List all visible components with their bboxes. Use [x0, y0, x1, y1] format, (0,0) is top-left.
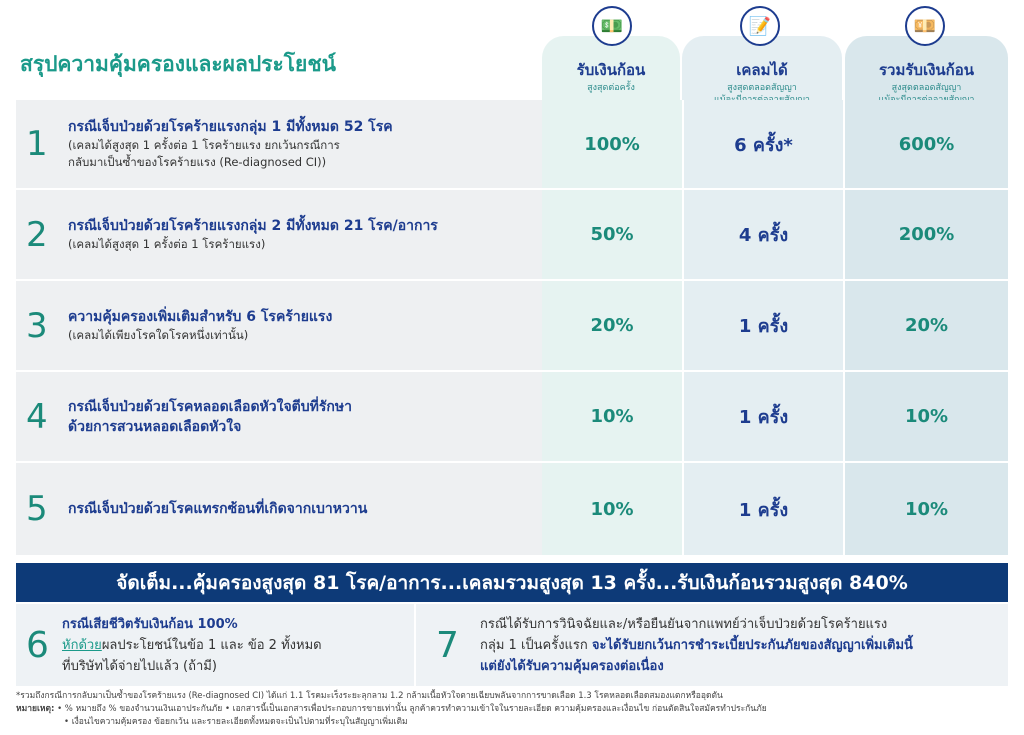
benefit-premium-waiver: 7 กรณีได้รับการวินิจฉัยและ/หรือยืนยันจาก…	[416, 604, 1008, 686]
row-number: 3	[26, 305, 48, 346]
column-subheading: สูงสุดตลอดสัญญา	[727, 83, 797, 93]
note: • เงื่อนไขความคุ้มครอง ข้อยกเว้น และรายล…	[64, 717, 408, 727]
item-text: ผลประโยชน์ในข้อ 1 และ ข้อ 2 ทั้งหมด	[101, 637, 322, 653]
money-hand-icon: 💵	[592, 6, 632, 46]
column-heading: เคลมได้	[736, 61, 788, 79]
lump-sum-value: 100%	[542, 100, 682, 188]
item-highlight: แต่ยังได้รับความคุ้มครองต่อเนื่อง	[480, 658, 664, 674]
claims-value: 1 ครั้ง	[682, 463, 845, 555]
column-header-claims: 📝 เคลมได้ สูงสุดตลอดสัญญา แม้จะมีการต่ออ…	[682, 6, 842, 105]
row-title: กรณีเจ็บป่วยด้วยโรคแทรกซ้อนที่เกิดจากเบา…	[68, 501, 368, 517]
column-heading: รวมรับเงินก้อน	[879, 61, 974, 79]
total-value: 10%	[845, 372, 1008, 461]
item-text: ที่บริษัทได้จ่ายไปแล้ว (ถ้ามี)	[62, 658, 217, 674]
footnotes: *รวมถึงกรณีการกลับมาเป็นซ้ำของโรคร้ายแรง…	[16, 690, 767, 729]
page-title: สรุปความคุ้มครองและผลประโยชน์	[20, 52, 336, 76]
row-number: 1	[26, 124, 48, 164]
total-value: 200%	[845, 190, 1008, 279]
claims-value: 1 ครั้ง	[682, 372, 845, 461]
total-value: 10%	[845, 463, 1008, 555]
row-subtitle: (เคลมได้สูงสุด 1 ครั้งต่อ 1 โรคร้ายแรง)	[68, 237, 266, 251]
row-subtitle: (เคลมได้เพียงโรคใดโรคหนึ่งเท่านั้น)	[68, 328, 249, 342]
row-subtitle: (เคลมได้สูงสุด 1 ครั้งต่อ 1 โรคร้ายแรง ย…	[68, 138, 340, 152]
row-subtitle: กลับมาเป็นซ้ำของโรคร้ายแรง (Re-diagnosed…	[68, 155, 327, 169]
benefit-death: 6 กรณีเสียชีวิตรับเงินก้อน 100% หักด้วยผ…	[16, 604, 416, 686]
table-row: 2 กรณีเจ็บป่วยด้วยโรคร้ายแรงกลุ่ม 2 มีทั…	[16, 190, 1008, 281]
lump-sum-value: 10%	[542, 372, 682, 461]
column-subheading: สูงสุดตลอดสัญญา	[891, 83, 962, 93]
notes-label: หมายเหตุ:	[16, 704, 55, 714]
money-stack-icon: 💴	[905, 6, 945, 46]
row-number: 2	[26, 214, 48, 255]
item-highlight: จะได้รับยกเว้นการชำระเบี้ยประกันภัยของสั…	[591, 637, 913, 653]
total-value: 20%	[845, 281, 1008, 370]
column-header-lump-sum: 💵 รับเงินก้อน สูงสุดต่อครั้ง	[542, 6, 680, 100]
document-pen-icon: 📝	[740, 6, 780, 46]
additional-benefits: 6 กรณีเสียชีวิตรับเงินก้อน 100% หักด้วยผ…	[16, 604, 1008, 686]
item-text: กลุ่ม 1 เป็นครั้งแรก	[480, 637, 592, 653]
row-number: 5	[26, 489, 48, 529]
row-title: กรณีเจ็บป่วยด้วยโรคหลอดเลือดหัวใจตีบที่ร…	[68, 398, 352, 415]
summary-banner: จัดเต็ม...คุ้มครองสูงสุด 81 โรค/อาการ...…	[16, 563, 1008, 602]
lump-sum-value: 10%	[542, 463, 682, 555]
lump-sum-value: 50%	[542, 190, 682, 279]
claims-value: 6 ครั้ง*	[682, 100, 845, 188]
row-title: กรณีเจ็บป่วยด้วยโรคร้ายแรงกลุ่ม 2 มีทั้ง…	[68, 218, 438, 234]
row-title: กรณีเจ็บป่วยด้วยโรคร้ายแรงกลุ่ม 1 มีทั้ง…	[68, 119, 393, 135]
row-title: ด้วยการสวนหลอดเลือดหัวใจ	[68, 418, 242, 435]
column-subheading: สูงสุดต่อครั้ง	[587, 83, 635, 93]
row-title: ความคุ้มครองเพิ่มเติมสำหรับ 6 โรคร้ายแรง	[68, 309, 333, 325]
item-title: กรณีเสียชีวิตรับเงินก้อน 100%	[62, 616, 238, 632]
item-number: 7	[436, 624, 459, 666]
table-row: 4 กรณีเจ็บป่วยด้วยโรคหลอดเลือดหัวใจตีบที…	[16, 372, 1008, 463]
claims-value: 4 ครั้ง	[682, 190, 845, 279]
column-heading: รับเงินก้อน	[576, 61, 646, 79]
row-number: 4	[26, 396, 48, 437]
footnote: *รวมถึงกรณีการกลับมาเป็นซ้ำของโรคร้ายแรง…	[16, 691, 723, 701]
table-row: 5 กรณีเจ็บป่วยด้วยโรคแทรกซ้อนที่เกิดจากเ…	[16, 463, 1008, 555]
item-number: 6	[26, 624, 49, 666]
table-row: 3 ความคุ้มครองเพิ่มเติมสำหรับ 6 โรคร้ายแ…	[16, 281, 1008, 372]
table-row: 1 กรณีเจ็บป่วยด้วยโรคร้ายแรงกลุ่ม 1 มีทั…	[16, 100, 1008, 190]
deduct-link[interactable]: หักด้วย	[62, 637, 102, 653]
claims-value: 1 ครั้ง	[682, 281, 845, 370]
lump-sum-value: 20%	[542, 281, 682, 370]
item-text: กรณีได้รับการวินิจฉัยและ/หรือยืนยันจากแพ…	[480, 616, 888, 632]
total-value: 600%	[845, 100, 1008, 188]
column-header-total: 💴 รวมรับเงินก้อน สูงสุดตลอดสัญญา แม้จะมี…	[845, 6, 1008, 105]
note: • % หมายถึง % ของจำนวนเงินเอาประกันภัย •…	[57, 704, 767, 714]
